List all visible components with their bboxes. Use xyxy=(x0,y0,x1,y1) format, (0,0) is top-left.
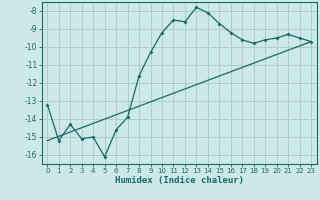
X-axis label: Humidex (Indice chaleur): Humidex (Indice chaleur) xyxy=(115,176,244,185)
